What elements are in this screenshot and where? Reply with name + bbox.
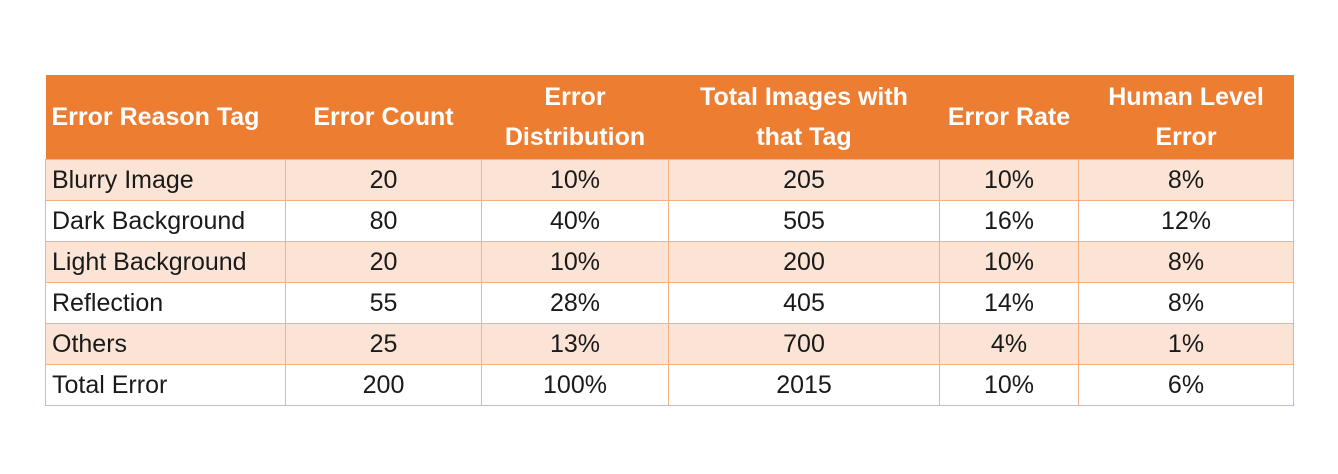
cell-error-count: 20 <box>285 159 482 201</box>
cell-human-level-error: 8% <box>1078 159 1294 201</box>
cell-tag: Total Error <box>45 364 286 406</box>
cell-error-count: 20 <box>285 241 482 283</box>
table-row: Light Background 20 10% 200 10% 8% <box>45 241 1294 283</box>
cell-human-level-error: 8% <box>1078 241 1294 283</box>
table-row: Reflection 55 28% 405 14% 8% <box>45 282 1294 324</box>
cell-human-level-error: 8% <box>1078 282 1294 324</box>
header-error-rate: Error Rate <box>939 75 1079 160</box>
cell-error-distribution: 10% <box>481 241 669 283</box>
header-total-images: Total Images with that Tag <box>668 75 940 160</box>
cell-error-distribution: 40% <box>481 200 669 242</box>
cell-error-distribution: 13% <box>481 323 669 365</box>
cell-error-count: 55 <box>285 282 482 324</box>
cell-error-rate: 4% <box>939 323 1079 365</box>
header-human-level-error: Human Level Error <box>1078 75 1294 160</box>
header-error-distribution: Error Distribution <box>481 75 669 160</box>
cell-total-images: 505 <box>668 200 940 242</box>
table-header: Error Reason Tag Error Count Error Distr… <box>45 75 1294 160</box>
cell-tag: Others <box>45 323 286 365</box>
table-row: Blurry Image 20 10% 205 10% 8% <box>45 159 1294 201</box>
cell-total-images: 200 <box>668 241 940 283</box>
cell-human-level-error: 12% <box>1078 200 1294 242</box>
header-error-reason-tag: Error Reason Tag <box>45 75 286 160</box>
cell-total-images: 2015 <box>668 364 940 406</box>
cell-error-distribution: 10% <box>481 159 669 201</box>
table-row: Others 25 13% 700 4% 1% <box>45 323 1294 365</box>
cell-tag: Blurry Image <box>45 159 286 201</box>
cell-tag: Light Background <box>45 241 286 283</box>
cell-error-rate: 10% <box>939 159 1079 201</box>
cell-error-distribution: 100% <box>481 364 669 406</box>
cell-error-rate: 14% <box>939 282 1079 324</box>
cell-human-level-error: 6% <box>1078 364 1294 406</box>
table-row-total: Total Error 200 100% 2015 10% 6% <box>45 364 1294 406</box>
cell-total-images: 700 <box>668 323 940 365</box>
header-error-count: Error Count <box>285 75 482 160</box>
cell-error-rate: 10% <box>939 241 1079 283</box>
cell-total-images: 405 <box>668 282 940 324</box>
cell-total-images: 205 <box>668 159 940 201</box>
cell-human-level-error: 1% <box>1078 323 1294 365</box>
cell-error-count: 80 <box>285 200 482 242</box>
error-analysis-table: Error Reason Tag Error Count Error Distr… <box>45 75 1294 406</box>
cell-error-rate: 10% <box>939 364 1079 406</box>
cell-error-count: 200 <box>285 364 482 406</box>
cell-error-rate: 16% <box>939 200 1079 242</box>
cell-error-count: 25 <box>285 323 482 365</box>
cell-tag: Reflection <box>45 282 286 324</box>
cell-tag: Dark Background <box>45 200 286 242</box>
table-body: Blurry Image 20 10% 205 10% 8% Dark Back… <box>45 159 1294 406</box>
table-row: Dark Background 80 40% 505 16% 12% <box>45 200 1294 242</box>
header-row: Error Reason Tag Error Count Error Distr… <box>45 75 1294 160</box>
cell-error-distribution: 28% <box>481 282 669 324</box>
